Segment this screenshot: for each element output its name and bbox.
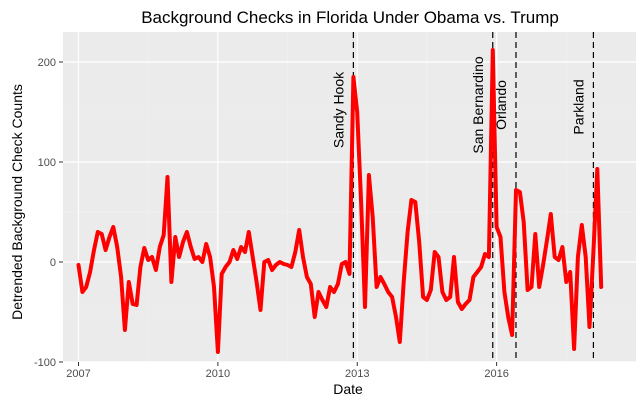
event-label: Parkland [570, 79, 586, 134]
x-axis-title: Date [333, 381, 363, 397]
x-tick-label: 2013 [345, 368, 369, 380]
x-axis: 2007 2010 2013 2016 [66, 362, 509, 380]
y-tick-label: 100 [38, 157, 56, 169]
x-tick-label: 2010 [206, 368, 230, 380]
y-axis: -100 0 100 200 [34, 57, 63, 369]
series-line [76, 48, 604, 354]
y-tick-label: -100 [34, 357, 56, 369]
event-label: Sandy Hook [330, 71, 346, 148]
event-labels: Sandy Hook San Bernardino Orlando Parkland [330, 56, 586, 154]
chart-title: Background Checks in Florida Under Obama… [141, 8, 559, 27]
x-tick-label: 2007 [66, 368, 90, 380]
x-tick-label: 2016 [484, 368, 508, 380]
y-tick-label: 200 [38, 57, 56, 69]
event-label: San Bernardino [470, 56, 486, 154]
y-tick-label: 0 [50, 257, 56, 269]
y-axis-title: Detrended Background Check Counts [9, 84, 25, 320]
event-label: Orlando [493, 80, 509, 130]
